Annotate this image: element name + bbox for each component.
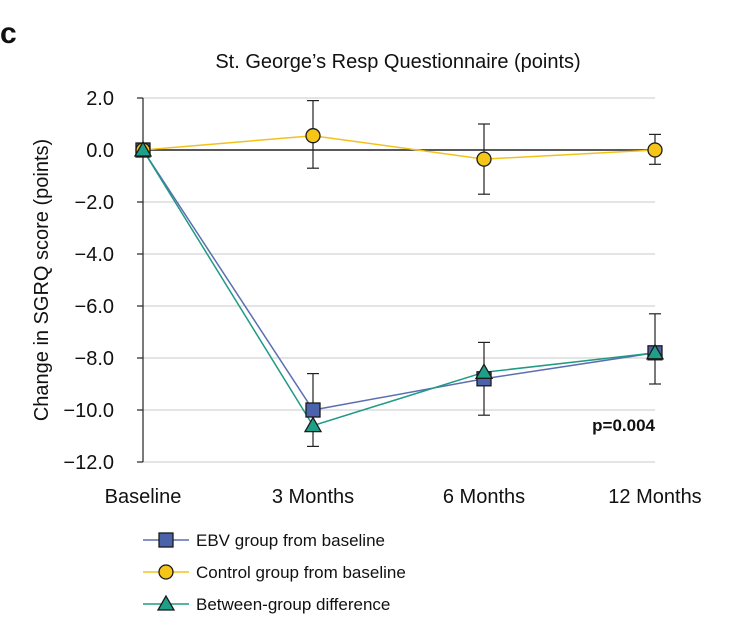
legend-marker [156, 594, 176, 611]
legend-control: Control group from baseline [143, 563, 406, 582]
x-tick-label: 3 Months [272, 486, 354, 508]
difference-series-line [142, 149, 656, 427]
control-point [305, 128, 321, 144]
legend-label: Control group from baseline [196, 563, 406, 582]
legend-difference: Between-group difference [143, 594, 390, 614]
chart-title: St. George’s Resp Questionnaire (points) [215, 51, 580, 73]
legend-marker [158, 564, 174, 580]
x-tick-label: 12 Months [608, 486, 701, 508]
x-tick-label: 6 Months [443, 486, 525, 508]
x-tick-label: Baseline [105, 486, 182, 508]
ebv-series-line [142, 149, 656, 411]
y-tick-label: −2.0 [75, 192, 114, 214]
difference-point [303, 416, 323, 433]
ebv-point [305, 402, 321, 418]
control-point [476, 151, 492, 167]
difference-point [133, 140, 153, 157]
difference-point [474, 362, 494, 379]
panel-label: c [0, 17, 17, 50]
legend-label: EBV group from baseline [196, 531, 385, 550]
y-tick-label: −10.0 [63, 400, 114, 422]
p-value-annotation: p=0.004 [592, 416, 655, 435]
legend-label: Between-group difference [196, 595, 390, 614]
legend-ebv: EBV group from baseline [143, 531, 385, 550]
control-point [647, 142, 663, 158]
legend-marker [158, 532, 174, 548]
y-axis-label: Change in SGRQ score (points) [31, 139, 53, 421]
y-tick-label: −6.0 [75, 296, 114, 318]
axes [137, 97, 655, 463]
difference-point [645, 343, 665, 360]
y-tick-label: −8.0 [75, 348, 114, 370]
series-group [133, 99, 665, 447]
y-tick-label: −4.0 [75, 244, 114, 266]
y-tick-label: 0.0 [86, 140, 114, 162]
y-tick-labels: 2.0 0.0 −2.0 −4.0 −6.0 −8.0 −10.0 −12.0 [63, 88, 114, 474]
legend: EBV group from baseline Control group fro… [143, 531, 406, 614]
y-tick-label: 2.0 [86, 88, 114, 110]
control-series-line [142, 134, 656, 160]
x-tick-labels: Baseline 3 Months 6 Months 12 Months [105, 486, 702, 508]
gridlines [143, 97, 655, 463]
y-tick-label: −12.0 [63, 452, 114, 474]
